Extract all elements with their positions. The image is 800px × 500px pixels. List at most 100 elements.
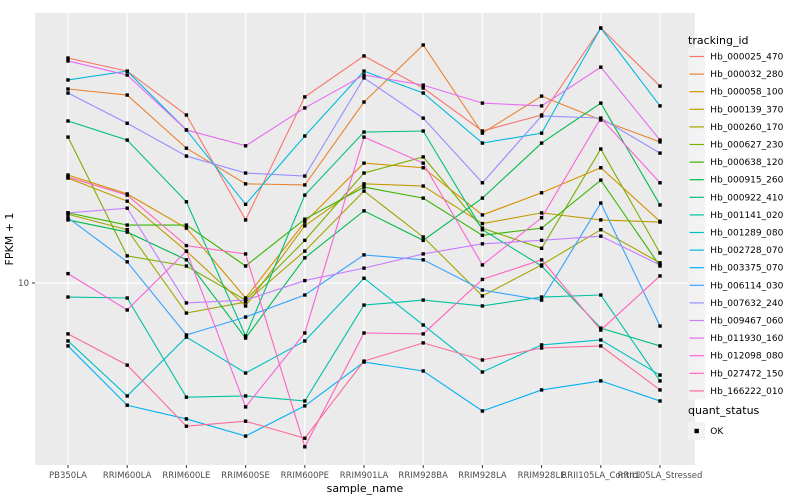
- data-point: [184, 128, 189, 132]
- x-axis-title: sample_name: [327, 482, 404, 495]
- data-point: [658, 263, 662, 267]
- data-point: [243, 336, 248, 340]
- data-point: [125, 228, 129, 232]
- data-point: [66, 59, 70, 63]
- data-point: [303, 399, 307, 403]
- data-point: [480, 228, 485, 232]
- data-point: [480, 213, 485, 217]
- data-point: [362, 73, 366, 77]
- data-point: [184, 395, 189, 399]
- data-point: [421, 196, 425, 200]
- x-tick-label: RRIM901LA: [340, 471, 389, 481]
- data-point: [66, 332, 70, 336]
- data-point: [303, 106, 307, 110]
- data-point: [421, 341, 425, 345]
- data-point: [599, 293, 603, 297]
- x-tick-label: RRIM928BA: [398, 471, 448, 481]
- data-point: [599, 338, 603, 342]
- data-point: [125, 199, 129, 203]
- data-point: [421, 298, 425, 302]
- legend-item-label: Hb_007632_240: [710, 299, 783, 309]
- data-point: [658, 140, 662, 144]
- legend-item-label: Hb_000627_230: [710, 141, 783, 151]
- legend-item-label: Hb_000032_280: [710, 70, 783, 80]
- data-point: [362, 276, 366, 280]
- data-point: [599, 344, 603, 348]
- data-point: [658, 203, 662, 207]
- data-point: [303, 445, 307, 449]
- data-point: [539, 211, 544, 215]
- data-point: [480, 129, 485, 133]
- data-point: [243, 171, 248, 175]
- data-point: [539, 346, 544, 350]
- data-point: [539, 264, 544, 268]
- data-point: [66, 271, 70, 276]
- data-point: [184, 335, 189, 339]
- data-point: [243, 296, 248, 300]
- x-tick-label: RRIM600SE: [221, 471, 270, 481]
- data-point: [658, 84, 662, 88]
- data-point: [243, 304, 248, 308]
- data-point: [480, 288, 485, 292]
- data-point: [362, 130, 366, 134]
- legend-item-label: Hb_001141_020: [710, 211, 783, 221]
- data-point: [66, 119, 70, 123]
- data-point: [303, 436, 307, 440]
- data-point: [184, 154, 189, 158]
- data-point: [599, 328, 603, 332]
- data-point: [658, 388, 662, 392]
- data-point: [243, 264, 248, 268]
- data-point: [658, 373, 662, 377]
- data-point: [480, 221, 485, 226]
- data-point: [480, 242, 485, 246]
- data-point: [658, 379, 662, 383]
- data-point: [243, 218, 248, 222]
- legend-item-label: Hb_166222_010: [710, 387, 783, 397]
- data-point: [66, 216, 70, 220]
- data-point: [362, 209, 366, 213]
- legend-title-quant-status: quant_status: [688, 404, 760, 417]
- legend-item-label: Hb_009467_060: [710, 317, 783, 327]
- data-point: [539, 191, 544, 195]
- data-point: [184, 417, 189, 421]
- data-point: [66, 218, 70, 222]
- data-point: [539, 226, 544, 230]
- data-point: [599, 118, 603, 122]
- x-tick-label: RRII105LA_Control: [561, 471, 640, 481]
- data-point: [125, 93, 129, 97]
- data-point: [658, 181, 662, 185]
- data-point: [303, 339, 307, 343]
- data-point: [184, 333, 189, 337]
- data-point: [362, 185, 366, 189]
- data-point: [599, 234, 603, 238]
- x-tick-label: RRIM600PE: [281, 471, 329, 481]
- data-point: [539, 388, 544, 392]
- data-point: [539, 141, 544, 145]
- legend-item-label: Hb_012098_080: [710, 352, 783, 362]
- data-point: [362, 135, 366, 139]
- data-point: [243, 298, 248, 302]
- data-point: [66, 135, 70, 139]
- data-point: [362, 69, 366, 73]
- data-point: [184, 311, 189, 315]
- data-point: [599, 166, 603, 170]
- data-point: [599, 379, 603, 383]
- data-point: [243, 419, 248, 423]
- data-point: [362, 100, 366, 104]
- data-point: [658, 261, 662, 265]
- data-point: [421, 235, 425, 239]
- data-point: [303, 134, 307, 138]
- data-point: [303, 183, 307, 187]
- legend-item-label: OK: [710, 427, 724, 437]
- data-point: [243, 434, 248, 438]
- data-point: [539, 216, 544, 220]
- data-point: [243, 405, 248, 409]
- data-point: [125, 69, 129, 73]
- data-point: [421, 129, 425, 133]
- data-point: [599, 147, 603, 151]
- data-point: [539, 238, 544, 243]
- data-point: [125, 254, 129, 258]
- data-point: [243, 202, 248, 207]
- data-point: [421, 161, 425, 165]
- data-point: [599, 218, 603, 222]
